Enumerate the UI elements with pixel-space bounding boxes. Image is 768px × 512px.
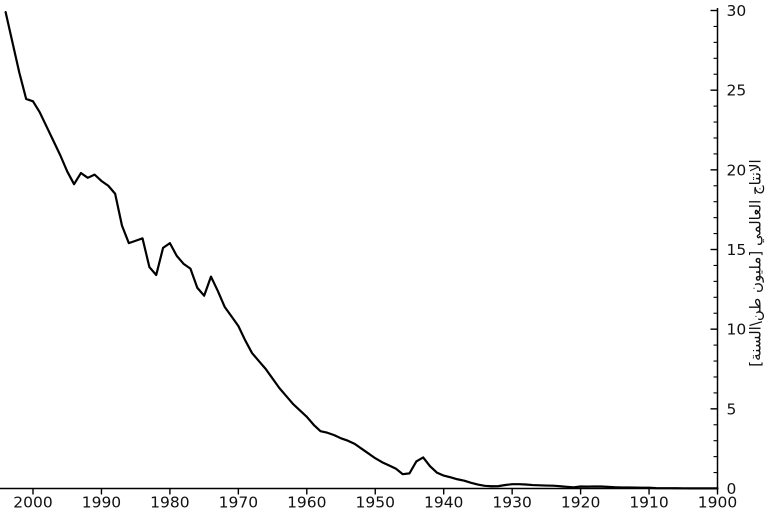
x-tick-label: 2000 bbox=[13, 494, 52, 512]
x-tick-label: 1930 bbox=[492, 494, 531, 512]
x-tick-label: 1990 bbox=[82, 494, 121, 512]
y-axis-label: الانتاج العالمي [مليون طن\السنة] bbox=[746, 159, 765, 366]
y-tick-label: 15 bbox=[727, 241, 747, 259]
y-tick-label: 0 bbox=[727, 480, 737, 498]
production-line-series bbox=[4, 11, 719, 490]
x-tick-label: 1940 bbox=[424, 494, 463, 512]
x-tick-label: 1900 bbox=[698, 494, 737, 512]
x-tick-label: 1920 bbox=[561, 494, 600, 512]
x-tick-label: 1970 bbox=[219, 494, 258, 512]
x-axis: 2000 1990 1980 1970 1960 1950 1940 1930 1920 1910… bbox=[0, 487, 737, 512]
x-tick-label: 1910 bbox=[629, 494, 668, 512]
y-tick-label: 5 bbox=[727, 400, 737, 418]
x-tick-label: 1980 bbox=[150, 494, 189, 512]
y-tick-label: 20 bbox=[727, 161, 747, 179]
x-tick-label: 1950 bbox=[356, 494, 395, 512]
y-tick-label: 30 bbox=[727, 2, 747, 20]
y-tick-label: 10 bbox=[727, 321, 747, 339]
y-tick-label: 25 bbox=[727, 82, 747, 100]
y-axis: 0 5 10 15 20 25 30 bbox=[710, 2, 747, 498]
x-tick-label: 1960 bbox=[287, 494, 326, 512]
